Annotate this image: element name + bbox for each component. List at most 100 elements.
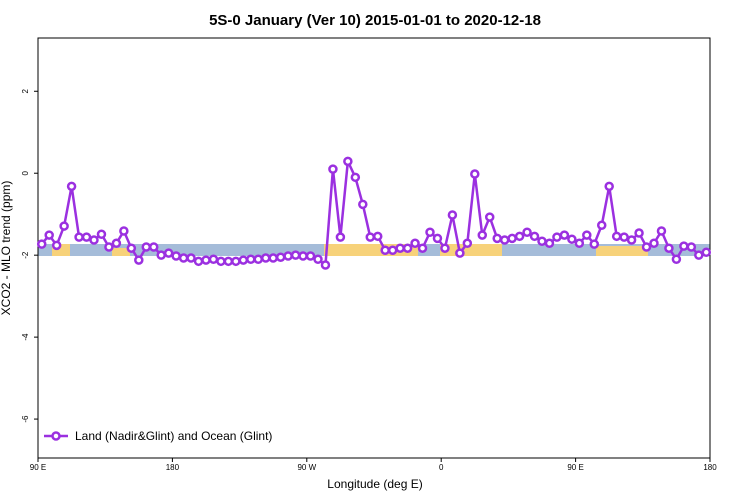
data-point (365, 232, 376, 242)
x-tick-label: 0 (439, 463, 444, 472)
data-point (96, 229, 107, 240)
y-tick-label: 2 (21, 88, 30, 93)
data-point (186, 253, 196, 263)
data-point (74, 232, 84, 242)
data-point (514, 231, 525, 242)
data-point (66, 181, 77, 192)
x-tick-label: 180 (703, 463, 717, 472)
data-point (36, 239, 47, 249)
data-point (589, 239, 600, 249)
x-tick-label: 90 W (297, 463, 316, 472)
data-point (671, 254, 682, 265)
x-axis-label: Longitude (deg E) (327, 477, 422, 491)
data-point (89, 235, 99, 245)
data-point (387, 245, 398, 256)
data-point (156, 250, 166, 260)
data-point (656, 226, 667, 236)
data-point (51, 240, 62, 251)
data-point (641, 242, 652, 252)
data-point (522, 227, 532, 237)
data-point (126, 243, 137, 253)
data-point (104, 242, 114, 252)
data-point (701, 247, 712, 258)
data-point (141, 242, 152, 252)
data-point (343, 156, 353, 167)
land-band (112, 248, 130, 256)
data-point (686, 242, 697, 252)
data-point (694, 250, 704, 260)
data-point (417, 243, 428, 253)
data-point (201, 255, 211, 265)
y-tick-label: 0 (21, 170, 30, 175)
data-point (679, 241, 689, 251)
data-point (559, 230, 570, 240)
data-point (44, 230, 54, 240)
data-point (350, 172, 361, 183)
data-point (268, 253, 278, 263)
data-point (425, 227, 435, 237)
y-axis-label: XCO2 - MLO trend (ppm) (0, 181, 13, 316)
data-point (260, 253, 271, 263)
y-tick-label: -4 (21, 333, 30, 341)
data-point (544, 238, 555, 249)
data-point (298, 251, 308, 261)
x-tick-label: 90 E (30, 463, 46, 472)
data-point (253, 254, 264, 265)
data-point (440, 243, 450, 253)
data-point (380, 245, 390, 256)
data-point (238, 255, 249, 265)
data-point (410, 238, 420, 249)
data-point (171, 251, 181, 261)
land-ocean-band (38, 244, 710, 256)
data-point (335, 232, 346, 242)
data-point (216, 256, 226, 267)
y-tick-label: -6 (21, 415, 30, 423)
data-point (372, 231, 383, 242)
data-point (649, 238, 659, 249)
legend-box (40, 428, 280, 444)
data-point (432, 233, 443, 244)
x-tick-label: 90 E (567, 463, 583, 472)
data-point (111, 238, 122, 249)
data-point (395, 243, 405, 253)
data-point (619, 232, 629, 242)
data-point (59, 221, 69, 231)
data-point (604, 181, 614, 192)
data-point (574, 238, 585, 249)
data-point (246, 254, 256, 265)
data-point (148, 242, 159, 252)
data-point (484, 212, 495, 222)
data-point (313, 254, 323, 265)
data-point (499, 235, 510, 245)
data-point (537, 236, 547, 246)
data-point (477, 230, 488, 240)
y-tick-label: -2 (21, 251, 30, 259)
x-tick-label: 180 (166, 463, 180, 472)
plot-frame (37, 37, 711, 459)
data-point (81, 232, 92, 242)
data-point (358, 199, 368, 210)
data-point (582, 230, 592, 240)
land-band (596, 246, 648, 256)
legend-label: Land (Nadir&Glint) and Ocean (Glint) (75, 429, 272, 443)
data-point (208, 254, 219, 265)
legend: Land (Nadir&Glint) and Ocean (Glint) (40, 428, 280, 444)
data-point (611, 231, 622, 242)
data-point (119, 226, 129, 236)
data-point (634, 228, 644, 238)
data-point (567, 234, 577, 244)
data-point (470, 169, 480, 179)
data-point (447, 210, 458, 220)
data-point (328, 164, 338, 174)
data-point (178, 253, 189, 263)
data-point (283, 251, 293, 261)
data-point (462, 238, 473, 249)
data-point (275, 252, 286, 262)
data-point (320, 260, 331, 270)
data-point (163, 248, 174, 258)
data-point (305, 251, 316, 261)
data-point (455, 248, 465, 258)
data-point (507, 233, 517, 244)
data-point (223, 256, 234, 267)
